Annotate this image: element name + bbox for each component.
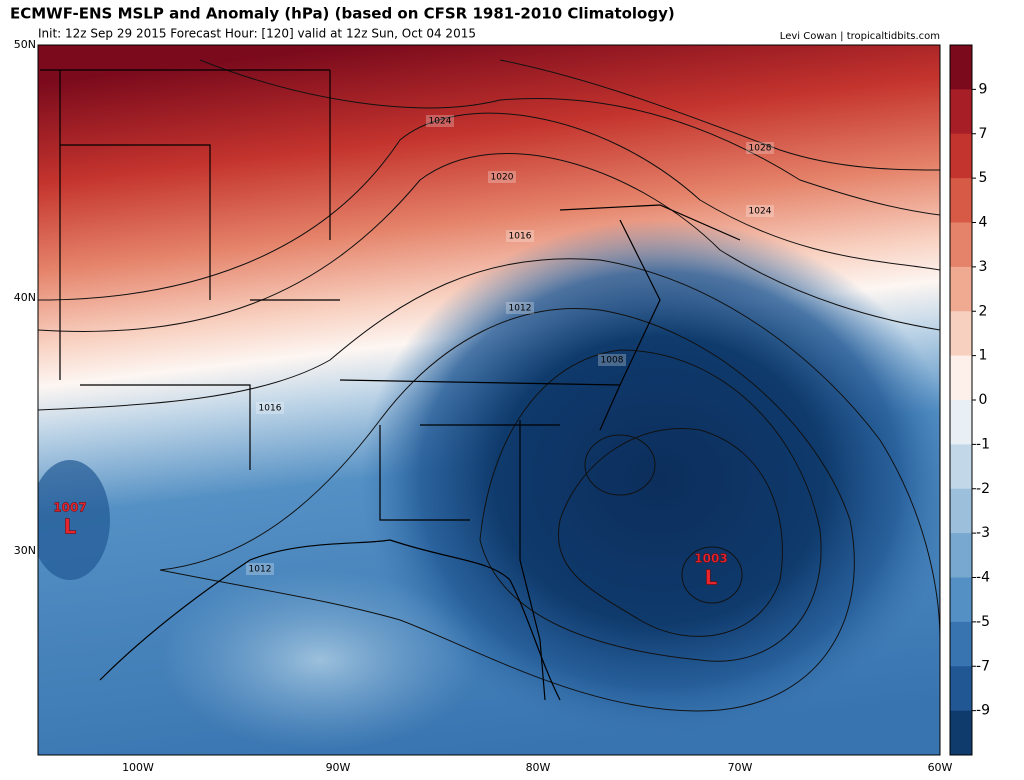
contour-label-bg (598, 354, 626, 366)
colorbar-label: 0 (979, 392, 988, 408)
map (38, 45, 940, 755)
contour-label: 1016 (509, 232, 532, 242)
contour (584, 434, 656, 496)
colorbar-label: 1 (979, 348, 988, 364)
colorbar-band (950, 710, 972, 756)
low-symbol: L (64, 515, 77, 539)
coastline (99, 539, 561, 701)
colorbar-label: -7 (976, 658, 990, 674)
colorbar-label: 3 (979, 259, 988, 275)
colorbar-band (950, 533, 972, 578)
contour-label-bg (746, 205, 774, 217)
colorbar-band (950, 577, 972, 623)
contour (479, 349, 822, 662)
contour (199, 59, 940, 216)
colorbar-label: 9 (979, 81, 988, 97)
credit: Levi Cowan | tropicaltidbits.com (780, 31, 940, 42)
contour-label: 1008 (601, 356, 624, 366)
lon-label: 90W (326, 761, 351, 774)
colorbar-band (950, 222, 972, 268)
colorbar-band (950, 400, 972, 445)
colorbar-band (950, 266, 972, 312)
borders (40, 69, 741, 701)
map-frame (37, 44, 941, 756)
contour-label: 1012 (249, 565, 272, 575)
colorbar-band (950, 133, 972, 179)
colorbar-label: 4 (979, 215, 988, 231)
colorbar-label: -2 (976, 481, 990, 497)
contour (38, 258, 940, 641)
lat-label: 40N (14, 291, 36, 304)
lon-label: 70W (728, 761, 753, 774)
contour-label-bg (506, 302, 534, 314)
contour (681, 546, 743, 604)
colorbar-band (950, 621, 972, 667)
contour-label-bg (426, 115, 454, 127)
colorbar-label: -5 (976, 614, 990, 630)
colorbar-label: -1 (976, 436, 990, 452)
contour-label-bg (746, 142, 774, 154)
gulf-field (160, 570, 480, 750)
contour-label-bg (488, 171, 516, 183)
contour-label-bg (256, 402, 284, 414)
subtitle: Init: 12z Sep 29 2015 Forecast Hour: [12… (38, 27, 476, 41)
lat-label: 50N (14, 38, 36, 51)
contour-label: 1020 (491, 173, 514, 183)
colorbar-label: 7 (979, 126, 988, 142)
contour-label: 1024 (749, 207, 772, 217)
colorbar-band (950, 666, 972, 712)
colorbar-label: -9 (976, 703, 990, 719)
colorbar-band (950, 311, 972, 357)
colorbar-label: -4 (976, 570, 990, 586)
low-pressure: 1007 (53, 501, 86, 515)
lat-label: 30N (14, 544, 36, 557)
contour-label: 1012 (509, 304, 532, 314)
contour-label-bg (506, 230, 534, 242)
contour (499, 59, 940, 171)
contour-label: 1028 (749, 144, 772, 154)
colorbar-band (950, 45, 972, 90)
contour (558, 428, 783, 637)
mexico-low (38, 460, 110, 580)
lon-label: 100W (122, 761, 154, 774)
contour-label: 1024 (429, 117, 452, 127)
contour-label: 1016 (259, 404, 282, 414)
lon-label: 60W (928, 761, 953, 774)
low-pressure: 1003 (694, 552, 727, 566)
colorbar-band (950, 89, 972, 135)
title: ECMWF-ENS MSLP and Anomaly (hPa) (based … (10, 5, 675, 23)
contour-label-bg (246, 563, 274, 575)
low-symbol: L (705, 566, 718, 590)
colorbar-band (950, 178, 972, 223)
contour (38, 153, 940, 332)
colorbar-label: 2 (979, 303, 988, 319)
colorbar-band (950, 355, 972, 401)
lon-label: 80W (526, 761, 551, 774)
contour (38, 112, 940, 301)
colorbar-band (950, 488, 972, 534)
contour (159, 308, 855, 712)
colorbar-label: 5 (979, 170, 988, 186)
colorbar-band (950, 444, 972, 490)
colorbar: 9 7 5 4 3 2 1 0 -1 -2 -3 -4 -5 -7 -9 (949, 44, 990, 756)
colorbar-label: -3 (976, 525, 990, 541)
